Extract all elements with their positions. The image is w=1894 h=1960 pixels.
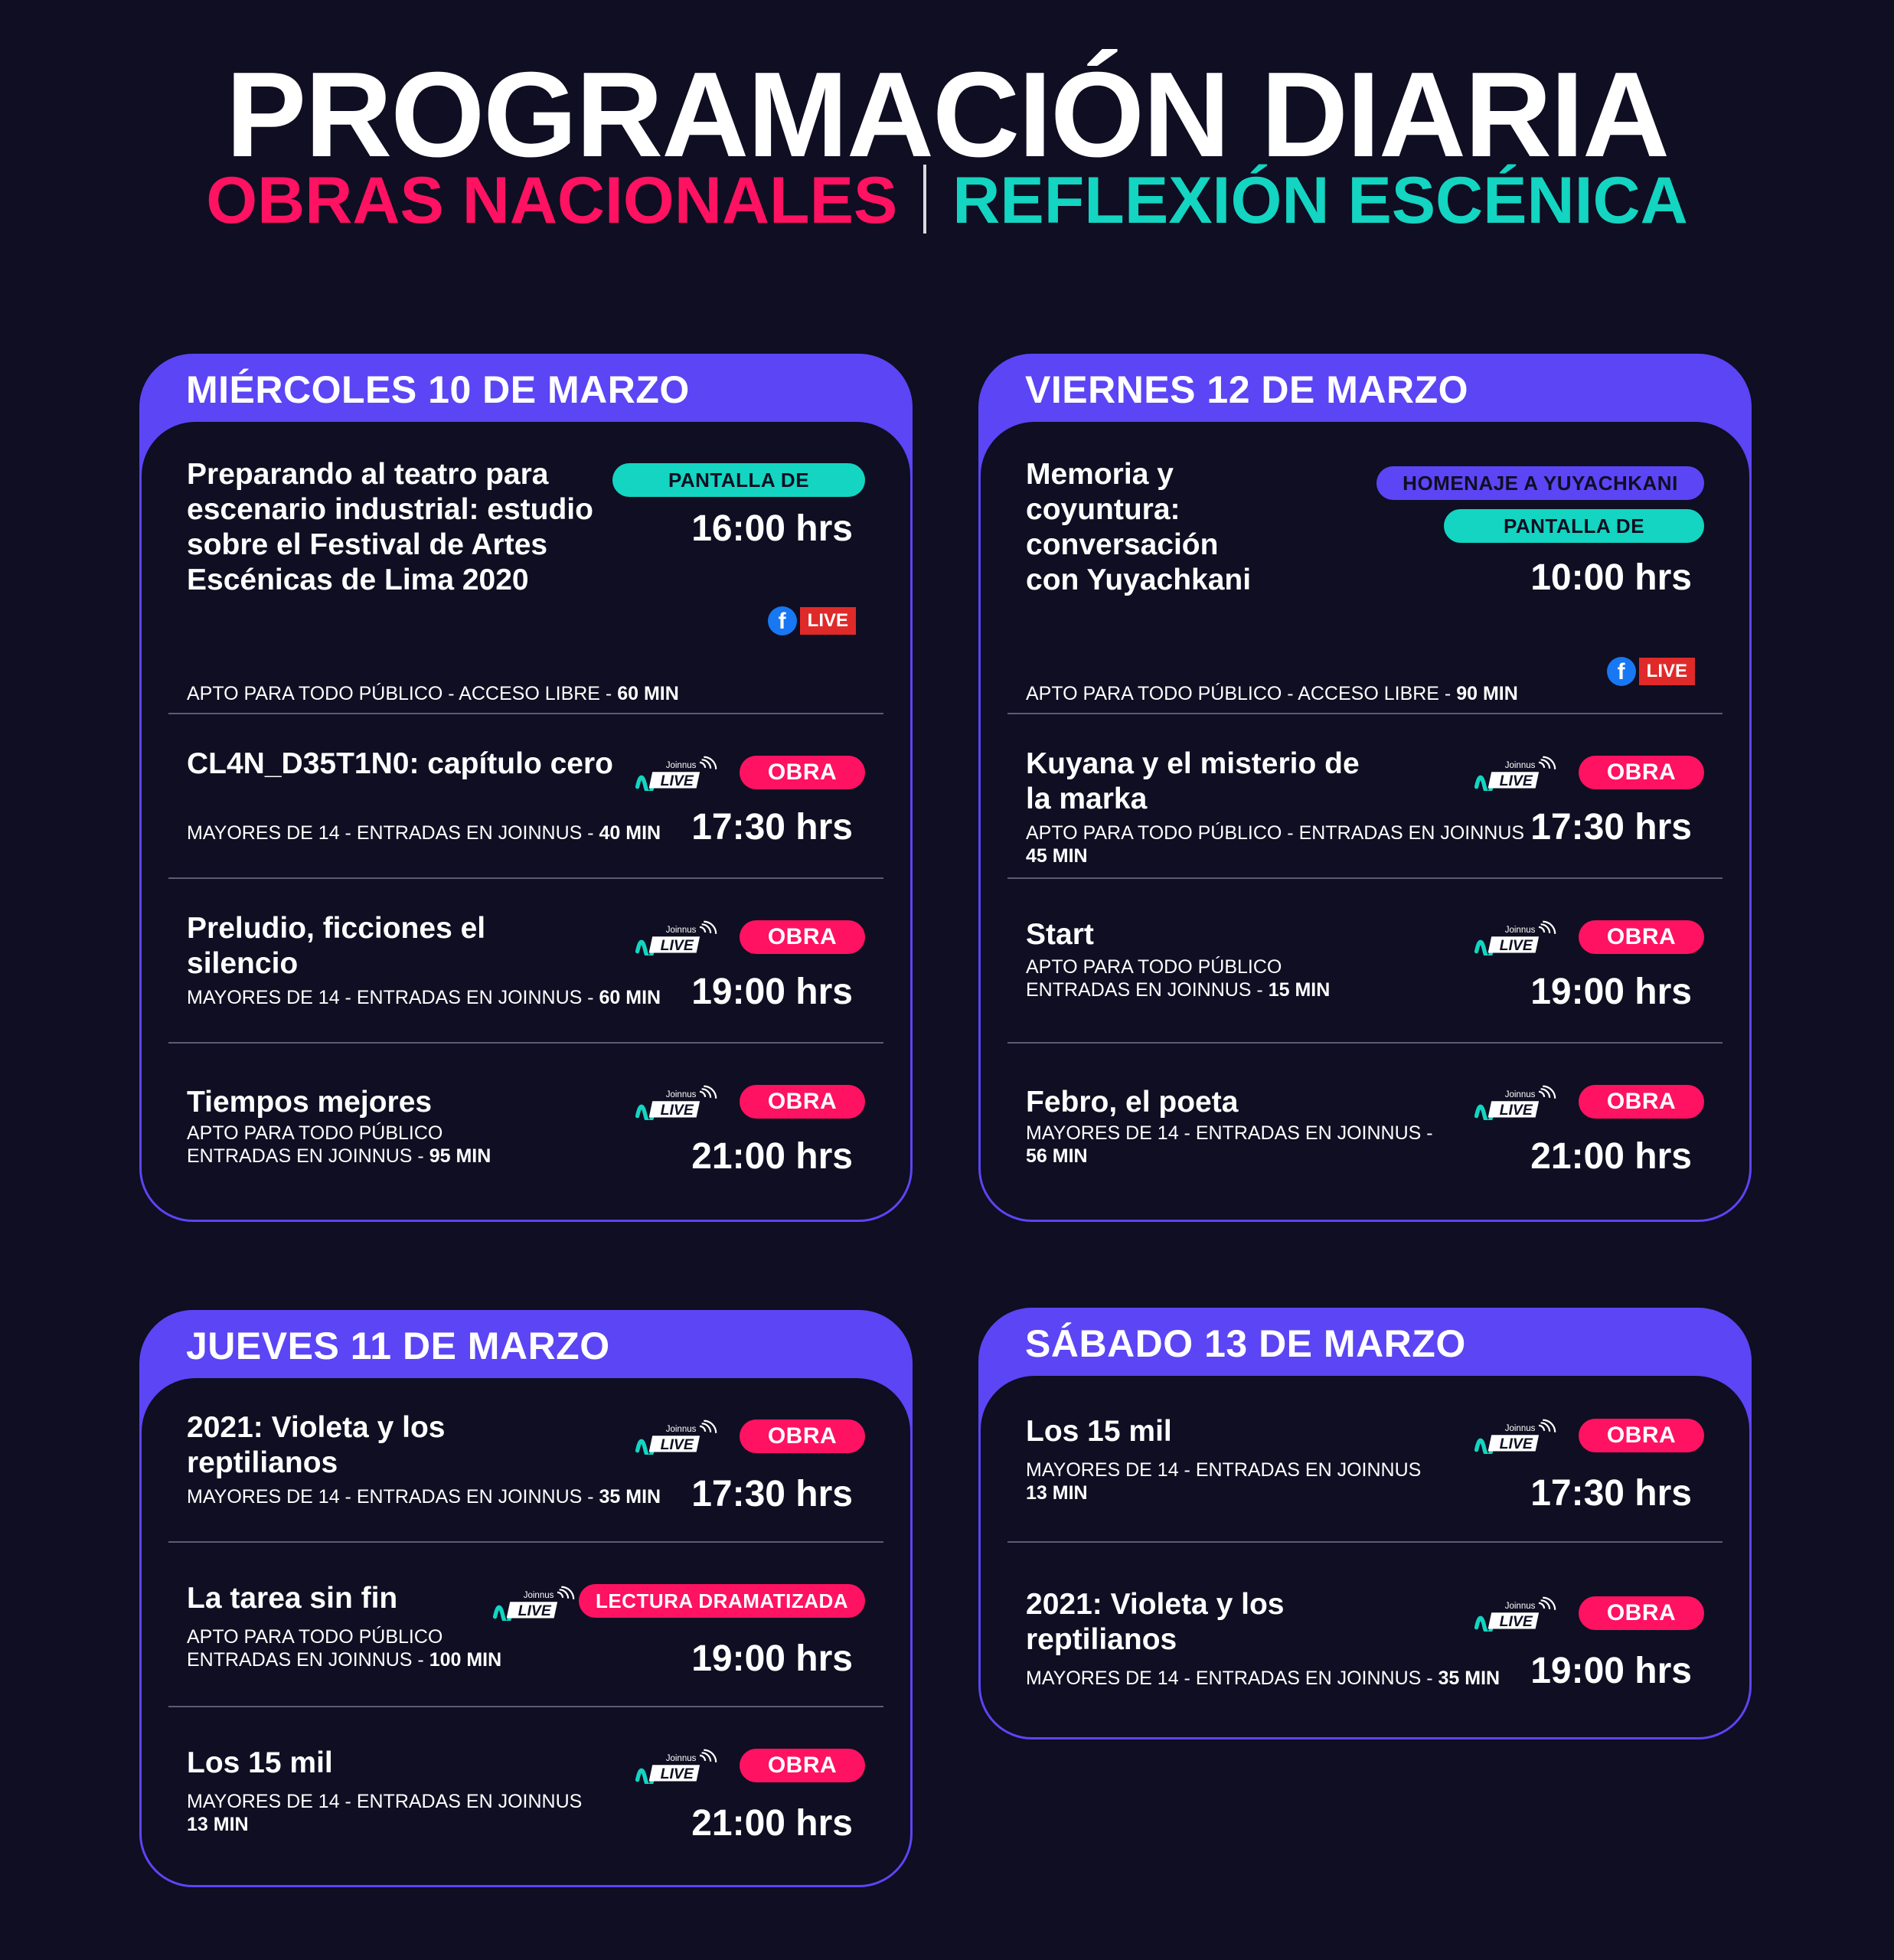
event-title: Start bbox=[1026, 918, 1094, 951]
day-card-miercoles: MIÉRCOLES 10 DE MARZO Preparando al teat… bbox=[139, 354, 913, 1222]
facebook-live-icon: f LIVE bbox=[1606, 656, 1695, 687]
event-time: 17:30 hrs bbox=[691, 1474, 853, 1514]
badge-obra: OBRA bbox=[740, 1085, 865, 1119]
event-time: 19:00 hrs bbox=[691, 1638, 853, 1679]
event-meta: APTO PARA TODO PÚBLICO ENTRADAS EN JOINN… bbox=[187, 1122, 491, 1167]
event-item[interactable]: La tarea sin fin APTO PARA TODO PÚBLICO … bbox=[168, 1543, 883, 1707]
subtitle-obras-nacionales: OBRAS NACIONALES bbox=[206, 164, 898, 237]
badge-obra: OBRA bbox=[1579, 1419, 1704, 1452]
event-item[interactable]: Los 15 mil MAYORES DE 14 - ENTRADAS EN J… bbox=[168, 1707, 883, 1885]
facebook-live-icon: f LIVE bbox=[767, 606, 856, 636]
event-item[interactable]: Los 15 mil MAYORES DE 14 - ENTRADAS EN J… bbox=[1007, 1376, 1723, 1543]
event-item[interactable]: Febro, el poeta MAYORES DE 14 - ENTRADAS… bbox=[1007, 1044, 1723, 1220]
badge-obra: OBRA bbox=[740, 756, 865, 789]
badge-pantalla-dialogo: PANTALLA DE DIÁLOGO bbox=[1444, 509, 1704, 571]
badge-obra: OBRA bbox=[1579, 756, 1704, 789]
day-card-sabado: SÁBADO 13 DE MARZO Los 15 mil MAYORES DE… bbox=[978, 1308, 1752, 1740]
event-time: 17:30 hrs bbox=[1530, 1473, 1692, 1514]
event-time: 19:00 hrs bbox=[691, 972, 853, 1012]
event-meta: MAYORES DE 14 - ENTRADAS EN JOINNUS - 60… bbox=[187, 987, 661, 1008]
event-title: 2021: Violeta y los reptilianos bbox=[1026, 1588, 1285, 1656]
joinnus-live-icon bbox=[1468, 1596, 1562, 1632]
event-time: 21:00 hrs bbox=[691, 1803, 853, 1844]
event-time: 16:00 hrs bbox=[691, 508, 853, 549]
event-title: Tiempos mejores bbox=[187, 1086, 433, 1119]
day-heading: SÁBADO 13 DE MARZO bbox=[1025, 1322, 1466, 1365]
subtitle-divider bbox=[923, 165, 927, 234]
event-item[interactable]: Preparando al teatro para escenario indu… bbox=[168, 422, 883, 714]
event-meta: APTO PARA TODO PÚBLICO - ACCESO LIBRE - … bbox=[187, 683, 679, 704]
event-item[interactable]: Start APTO PARA TODO PÚBLICO ENTRADAS EN… bbox=[1007, 879, 1723, 1044]
event-meta: MAYORES DE 14 - ENTRADAS EN JOINNUS - 40… bbox=[187, 822, 661, 844]
badge-pantalla-dialogo: PANTALLA DE DIÁLOGO bbox=[612, 463, 865, 525]
subtitle-reflexion-escenica: REFLEXIÓN ESCÉNICA bbox=[952, 164, 1688, 237]
event-time: 19:00 hrs bbox=[1530, 1651, 1692, 1691]
event-item[interactable]: Tiempos mejores APTO PARA TODO PÚBLICO E… bbox=[168, 1044, 883, 1220]
page-subtitle: OBRAS NACIONALES REFLEXIÓN ESCÉNICA bbox=[0, 162, 1894, 239]
event-time: 21:00 hrs bbox=[691, 1136, 853, 1177]
event-title: Los 15 mil bbox=[1026, 1415, 1172, 1448]
joinnus-live-icon bbox=[1468, 1419, 1562, 1454]
badge-obra: OBRA bbox=[1579, 920, 1704, 954]
day-heading: MIÉRCOLES 10 DE MARZO bbox=[186, 368, 690, 411]
event-meta: MAYORES DE 14 - ENTRADAS EN JOINNUS - 35… bbox=[187, 1486, 661, 1508]
event-meta: MAYORES DE 14 - ENTRADAS EN JOINNUS - 56… bbox=[1026, 1122, 1433, 1167]
day-card-jueves: JUEVES 11 DE MARZO 2021: Violeta y los r… bbox=[139, 1310, 913, 1887]
joinnus-live-icon bbox=[1468, 920, 1562, 956]
event-time: 19:00 hrs bbox=[1530, 972, 1692, 1012]
joinnus-live-icon bbox=[629, 1085, 723, 1120]
badge-obra: OBRA bbox=[740, 920, 865, 954]
event-meta: APTO PARA TODO PÚBLICO - ACCESO LIBRE - … bbox=[1026, 683, 1518, 704]
day-card-viernes: VIERNES 12 DE MARZO Memoria y coyuntura:… bbox=[978, 354, 1752, 1222]
event-meta: MAYORES DE 14 - ENTRADAS EN JOINNUS 13 M… bbox=[187, 1791, 583, 1835]
day-heading: VIERNES 12 DE MARZO bbox=[1025, 368, 1469, 411]
event-item[interactable]: CL4N_D35T1N0: capítulo cero MAYORES DE 1… bbox=[168, 714, 883, 879]
event-time: 17:30 hrs bbox=[691, 807, 853, 848]
event-item[interactable]: Kuyana y el misterio de la marka APTO PA… bbox=[1007, 714, 1723, 879]
event-title: La tarea sin fin bbox=[187, 1582, 398, 1615]
event-title: Febro, el poeta bbox=[1026, 1086, 1239, 1119]
joinnus-live-icon bbox=[629, 1749, 723, 1784]
event-meta: MAYORES DE 14 - ENTRADAS EN JOINNUS - 35… bbox=[1026, 1668, 1501, 1689]
joinnus-live-icon bbox=[1468, 756, 1562, 791]
event-meta: MAYORES DE 14 - ENTRADAS EN JOINNUS 13 M… bbox=[1026, 1459, 1422, 1504]
event-time: 10:00 hrs bbox=[1530, 557, 1692, 598]
event-meta: APTO PARA TODO PÚBLICO ENTRADAS EN JOINN… bbox=[187, 1626, 502, 1671]
badge-lectura-dramatizada: LECTURA DRAMATIZADA bbox=[579, 1584, 865, 1618]
event-time: 17:30 hrs bbox=[1530, 807, 1692, 848]
event-meta: APTO PARA TODO PÚBLICO - ENTRADAS EN JOI… bbox=[1026, 822, 1525, 867]
joinnus-live-icon bbox=[629, 920, 723, 956]
event-title: Memoria y coyuntura: conversación con Yu… bbox=[1026, 458, 1252, 596]
event-item[interactable]: Memoria y coyuntura: conversación con Yu… bbox=[1007, 422, 1723, 714]
badge-obra: OBRA bbox=[1579, 1085, 1704, 1119]
event-item[interactable]: 2021: Violeta y los reptilianos MAYORES … bbox=[1007, 1543, 1723, 1737]
event-time: 21:00 hrs bbox=[1530, 1136, 1692, 1177]
event-title: Preparando al teatro para escenario indu… bbox=[187, 458, 593, 596]
joinnus-live-icon bbox=[487, 1586, 580, 1621]
badge-obra: OBRA bbox=[1579, 1596, 1704, 1630]
event-item[interactable]: Preludio, ficciones el silencio MAYORES … bbox=[168, 879, 883, 1044]
event-item[interactable]: 2021: Violeta y los reptilianos MAYORES … bbox=[168, 1378, 883, 1543]
event-title: Preludio, ficciones el silencio bbox=[187, 912, 486, 980]
badge-homenaje-yuyachkani: HOMENAJE A YUYACHKANI bbox=[1376, 466, 1704, 500]
event-title: Los 15 mil bbox=[187, 1746, 333, 1779]
joinnus-live-icon bbox=[1468, 1085, 1562, 1120]
badge-obra: OBRA bbox=[740, 1749, 865, 1782]
event-meta: APTO PARA TODO PÚBLICO ENTRADAS EN JOINN… bbox=[1026, 956, 1331, 1001]
day-heading: JUEVES 11 DE MARZO bbox=[186, 1325, 610, 1367]
joinnus-live-icon bbox=[629, 1419, 723, 1455]
event-title: CL4N_D35T1N0: capítulo cero bbox=[187, 747, 613, 780]
joinnus-live-icon bbox=[629, 756, 723, 791]
page-title: PROGRAMACIÓN DIARIA bbox=[225, 47, 1670, 182]
event-title: Kuyana y el misterio de la marka bbox=[1026, 747, 1360, 815]
badge-obra: OBRA bbox=[740, 1419, 865, 1453]
event-title: 2021: Violeta y los reptilianos bbox=[187, 1411, 446, 1479]
